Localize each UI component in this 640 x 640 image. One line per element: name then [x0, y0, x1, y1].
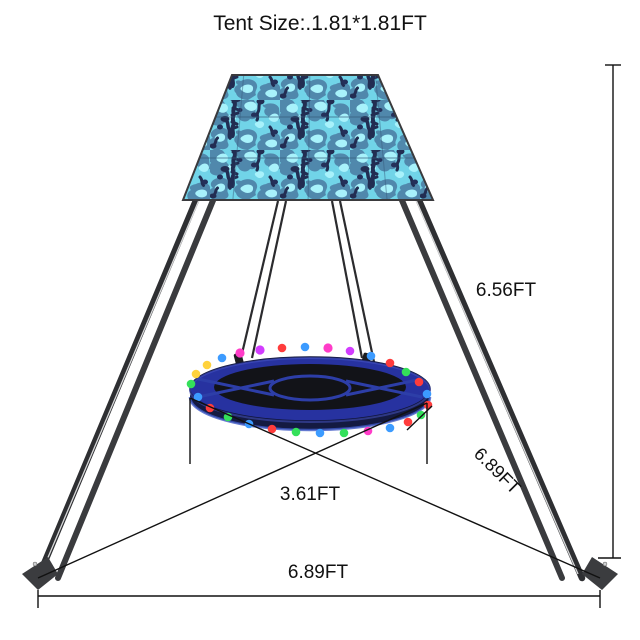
svg-text:3.61FT: 3.61FT	[280, 484, 341, 505]
svg-text:Tent Size:.1.81*1.81FT: Tent Size:.1.81*1.81FT	[213, 12, 427, 35]
svg-text:6.56FT: 6.56FT	[476, 280, 537, 301]
svg-text:6.89FT: 6.89FT	[288, 562, 349, 583]
